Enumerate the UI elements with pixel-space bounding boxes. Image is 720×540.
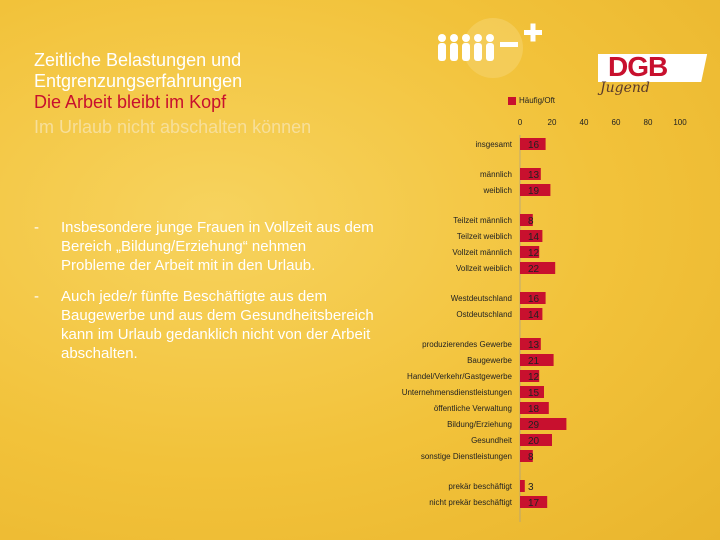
bullet-dash: -	[34, 288, 39, 305]
data-label: 14	[528, 232, 540, 243]
category-label: Unternehmensdienstleistungen	[402, 388, 512, 397]
category-label: nicht prekär beschäftigt	[429, 498, 512, 507]
title-block: Zeitliche Belastungen und Entgrenzungser…	[34, 50, 394, 138]
bar	[520, 308, 543, 320]
category-label: produzierendes Gewerbe	[422, 340, 512, 349]
category-label: Gesundheit	[471, 436, 513, 445]
x-tick-label: 60	[612, 118, 621, 127]
data-label: 3	[528, 482, 534, 493]
data-label: 13	[528, 340, 540, 351]
data-label: 14	[528, 310, 540, 321]
bar	[520, 450, 533, 462]
x-tick-label: 80	[644, 118, 653, 127]
x-tick-label: 0	[518, 118, 523, 127]
data-label: 29	[528, 420, 540, 431]
bullet-dash: -	[34, 219, 39, 236]
data-label: 8	[528, 216, 534, 227]
bullet-item: - Auch jede/r fünfte Beschäftigte aus de…	[34, 287, 374, 363]
bar	[520, 230, 543, 242]
logo-script: Jugend	[600, 80, 650, 96]
bar	[520, 496, 548, 508]
category-label: Handel/Verkehr/Gastgewerbe	[407, 372, 513, 381]
bar	[520, 418, 567, 430]
title-line-2: Entgrenzungserfahrungen	[34, 71, 243, 91]
data-label: 17	[528, 498, 540, 509]
category-label: Vollzeit männlich	[452, 248, 512, 257]
data-label: 16	[528, 140, 540, 151]
category-label: Vollzeit weiblich	[456, 264, 512, 273]
data-label: 18	[528, 404, 540, 415]
data-label: 12	[528, 248, 540, 259]
x-tick-label: 40	[580, 118, 589, 127]
category-label: weiblich	[483, 186, 512, 195]
category-label: Ostdeutschland	[456, 310, 512, 319]
bar	[520, 354, 554, 366]
bullet-item: - Insbesondere junge Frauen in Vollzeit …	[34, 218, 374, 275]
legend-swatch	[508, 96, 516, 105]
bar	[520, 434, 552, 446]
bar	[520, 338, 541, 350]
data-label: 15	[528, 388, 540, 399]
bar	[520, 168, 541, 180]
bar	[520, 246, 540, 258]
data-label: 13	[528, 170, 540, 181]
category-label: Teilzeit weiblich	[457, 232, 512, 241]
bar	[520, 402, 549, 414]
bullet-text: Insbesondere junge Frauen in Vollzeit au…	[61, 219, 374, 274]
legend-label: Häufig/Oft	[519, 96, 556, 105]
category-label: öffentliche Verwaltung	[434, 404, 512, 413]
x-tick-label: 20	[548, 118, 557, 127]
people-plus-minus-icon	[438, 18, 542, 78]
category-label: prekär beschäftigt	[448, 482, 512, 491]
bar	[520, 480, 525, 492]
category-label: insgesamt	[476, 140, 513, 149]
legend: Häufig/Oft	[508, 96, 555, 105]
bar	[520, 386, 544, 398]
bullet-text: Auch jede/r fünfte Beschäftigte aus dem …	[61, 288, 374, 362]
data-label: 8	[528, 452, 534, 463]
data-label: 16	[528, 294, 540, 305]
bar	[520, 370, 540, 382]
category-label: sonstige Dienstleistungen	[421, 452, 512, 461]
category-label: Bildung/Erziehung	[447, 420, 512, 429]
bar	[520, 138, 546, 150]
data-label: 21	[528, 356, 540, 367]
category-label: Westdeutschland	[451, 294, 512, 303]
dgb-logo-icon	[598, 54, 708, 82]
title-line-3: Die Arbeit bleibt im Kopf	[34, 92, 227, 112]
title-line-4: Im Urlaub nicht abschalten können	[34, 117, 312, 137]
bar	[520, 262, 556, 274]
x-tick-label: 100	[673, 118, 687, 127]
data-label: 19	[528, 186, 540, 197]
bar	[520, 292, 546, 304]
category-label: Baugewerbe	[467, 356, 512, 365]
logo-text: DGB	[608, 51, 668, 82]
bullet-list: - Insbesondere junge Frauen in Vollzeit …	[34, 218, 374, 375]
data-label: 20	[528, 436, 540, 447]
data-label: 22	[528, 264, 540, 275]
data-label: 12	[528, 372, 540, 383]
bar	[520, 214, 533, 226]
category-label: Teilzeit männlich	[453, 216, 512, 225]
category-label: männlich	[480, 170, 512, 179]
title-line-1: Zeitliche Belastungen und	[34, 50, 242, 70]
bar	[520, 184, 551, 196]
